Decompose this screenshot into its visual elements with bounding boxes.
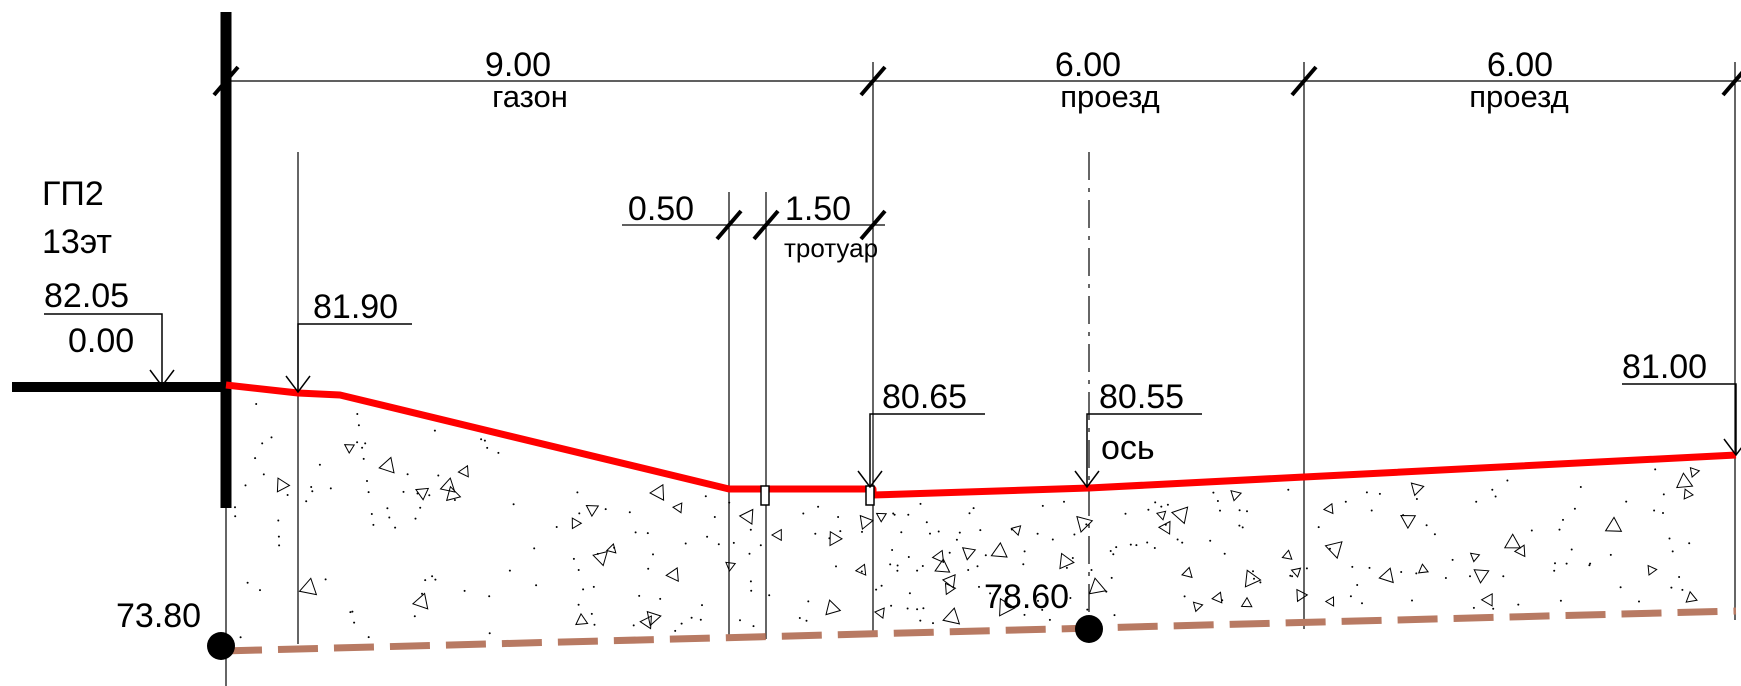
building-name: ГП2 [42,175,104,213]
building-floors: 13эт [42,223,112,261]
building-elevation-leader [44,313,163,384]
elevation-sidewalk-arrow [857,470,883,489]
bottom-point-left [207,632,235,660]
elevation-sidewalk: 80.65 [882,378,967,416]
extension-lines [297,62,1736,644]
bottom-point-mid [1075,615,1103,643]
soil-hatch [234,403,1701,639]
dimension-ticks [212,65,1741,97]
lawn-label: газон [492,79,568,114]
elevation-lawn-edge-arrow [285,375,311,394]
building-elevation-rel: 0.00 [68,322,134,360]
road-2-label: проезд [1469,79,1568,114]
sidewalk-width: 1.50 [785,190,851,228]
natural-ground-line [221,607,1737,655]
elevation-sidewalk-leader [869,413,985,487]
road-2-width: 6.00 [1487,46,1553,84]
lawn-width: 9.00 [485,46,551,84]
road-1-label: проезд [1060,79,1159,114]
elevation-road-end: 81.00 [1622,348,1707,386]
elevation-lawn-edge: 81.90 [313,288,398,326]
elevation-road-end-leader [1622,383,1737,455]
elevation-lawn-edge-leader [297,323,412,392]
building-elevation-arrow [149,369,175,388]
building-elevation-abs: 82.05 [44,277,129,315]
strip-width: 0.50 [628,190,694,228]
curb-2 [865,485,875,506]
elevation-axis-arrow [1074,470,1100,489]
elevation-road-end-arrow [1723,438,1741,457]
elevation-bottom-left: 73.80 [116,597,201,635]
elevation-axis-leader [1086,413,1202,487]
road-1-width: 6.00 [1055,46,1121,84]
finished-grade-line [225,381,1737,499]
curb-1 [760,485,770,506]
axis-label: ось [1101,429,1155,467]
elevation-axis: 80.55 [1099,378,1184,416]
sidewalk-label: тротуар [784,233,878,263]
sidewalk-dimension-ticks [715,209,887,241]
elevation-bottom-mid: 78.60 [984,578,1069,616]
